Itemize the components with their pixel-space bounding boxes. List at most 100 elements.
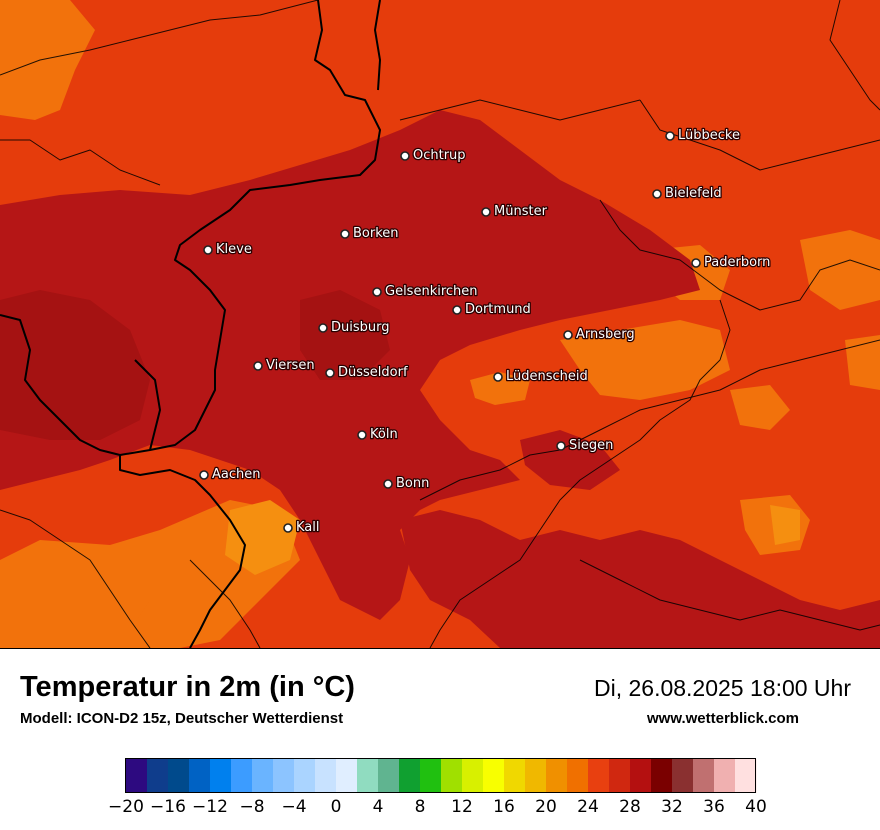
city-dot	[383, 479, 393, 489]
city-kall: Kall	[283, 519, 321, 536]
city-label: Lübbecke	[678, 128, 740, 143]
map-title: Temperatur in 2m (in °C)	[20, 671, 355, 703]
legend-ticks: −20 −16 −12 −8 −4 0 4 8 12 16 20 24 28 32 36 40	[108, 797, 767, 817]
legend-swatch	[420, 759, 442, 793]
city-aachen: Aachen	[199, 466, 262, 483]
city-dot	[199, 470, 209, 480]
legend-swatch	[147, 759, 169, 793]
city-lübbecke: Lübbecke	[665, 127, 741, 144]
legend-tick-label: 24	[577, 797, 599, 817]
legend-swatch	[588, 759, 610, 793]
city-label: Köln	[370, 427, 398, 442]
legend-swatch	[609, 759, 631, 793]
city-label: Paderborn	[704, 255, 770, 270]
legend-swatch	[651, 759, 673, 793]
city-siegen: Siegen	[556, 437, 615, 454]
city-ochtrup: Ochtrup	[400, 147, 467, 164]
legend-swatch	[672, 759, 694, 793]
city-dot	[357, 430, 367, 440]
legend-tick-label: −8	[239, 797, 264, 817]
website-link[interactable]: www.wetterblick.com	[647, 710, 799, 727]
legend-swatch	[504, 759, 526, 793]
temperature-map-svg: Lübbecke Ochtrup Bielefeld Münster Borken Kle…	[0, 0, 880, 648]
city-kleve: Kleve	[203, 241, 253, 258]
legend-swatch	[168, 759, 190, 793]
legend-swatch	[525, 759, 547, 793]
city-düsseldorf: Düsseldorf	[325, 364, 409, 381]
city-markers: Lübbecke Ochtrup Bielefeld Münster Borken Kle…	[199, 127, 772, 536]
city-dot	[556, 441, 566, 451]
city-label: Siegen	[569, 438, 613, 453]
legend-swatches	[126, 759, 757, 793]
legend-swatch	[357, 759, 379, 793]
city-dot	[203, 245, 213, 255]
city-label: Düsseldorf	[338, 365, 408, 380]
city-label: Dortmund	[465, 302, 531, 317]
city-dot	[452, 305, 462, 315]
legend-tick-label: 8	[415, 797, 426, 817]
city-gelsenkirchen: Gelsenkirchen	[372, 283, 479, 300]
legend-tick-label: 12	[451, 797, 473, 817]
model-source: Modell: ICON-D2 15z, Deutscher Wetterdie…	[20, 710, 344, 727]
legend-swatch	[378, 759, 400, 793]
city-dot	[340, 229, 350, 239]
legend-tick-label: −4	[281, 797, 306, 817]
legend-tick-label: 36	[703, 797, 725, 817]
city-label: Bielefeld	[665, 186, 722, 201]
legend-tick-label: 32	[661, 797, 683, 817]
legend-swatch	[399, 759, 421, 793]
city-label: Viersen	[266, 358, 315, 373]
city-label: Aachen	[212, 467, 260, 482]
city-viersen: Viersen	[253, 357, 316, 374]
legend-swatch	[189, 759, 211, 793]
legend-swatch	[483, 759, 505, 793]
legend-tick-label: 4	[373, 797, 384, 817]
legend-swatch	[567, 759, 589, 793]
city-dot	[652, 189, 662, 199]
legend-swatch	[441, 759, 463, 793]
city-label: Gelsenkirchen	[385, 284, 478, 299]
city-label: Kleve	[216, 242, 252, 257]
border-lines	[0, 0, 381, 648]
forecast-datetime: Di, 26.08.2025 18:00 Uhr	[593, 675, 851, 701]
city-label: Kall	[296, 520, 320, 535]
city-dot	[372, 287, 382, 297]
city-label: Münster	[494, 204, 548, 219]
city-dot	[283, 523, 293, 533]
legend-swatch	[294, 759, 316, 793]
city-label: Arnsberg	[576, 327, 635, 342]
city-dot	[563, 330, 573, 340]
temperature-field-mild-core-east	[770, 505, 800, 545]
city-dot	[481, 207, 491, 217]
legend-colorbar: −20 −16 −12 −8 −4 0 4 8 12 16 20 24 28 32 36 40	[108, 758, 767, 817]
legend-tick-label: 0	[331, 797, 342, 817]
legend-tick-label: 16	[493, 797, 515, 817]
city-dot	[318, 323, 328, 333]
city-dot	[253, 361, 263, 371]
legend-swatch	[231, 759, 253, 793]
legend-swatch	[462, 759, 484, 793]
legend-frame	[125, 758, 756, 793]
legend-tick-label: 40	[745, 797, 767, 817]
temperature-field-hottest	[0, 290, 390, 440]
legend-tick-label: −20	[108, 797, 144, 817]
city-dot	[325, 368, 335, 378]
legend-tick-label: 20	[535, 797, 557, 817]
city-label: Duisburg	[331, 320, 390, 335]
legend-tick-label: 28	[619, 797, 641, 817]
legend-swatch	[273, 759, 295, 793]
temperature-legend: −20 −16 −12 −8 −4 0 4 8 12 16 20 24 28 32 36 40	[0, 755, 880, 825]
city-dot	[493, 372, 503, 382]
city-label: Borken	[353, 226, 399, 241]
legend-swatch	[315, 759, 337, 793]
city-dot	[691, 258, 701, 268]
legend-tick-label: −12	[192, 797, 228, 817]
city-lüdenscheid: Lüdenscheid	[493, 368, 589, 385]
district-lines	[0, 0, 880, 648]
legend-swatch	[630, 759, 652, 793]
legend-swatch	[252, 759, 274, 793]
legend-swatch	[126, 759, 148, 793]
legend-swatch	[714, 759, 736, 793]
city-label: Ochtrup	[413, 148, 466, 163]
city-bielefeld: Bielefeld	[652, 185, 723, 202]
